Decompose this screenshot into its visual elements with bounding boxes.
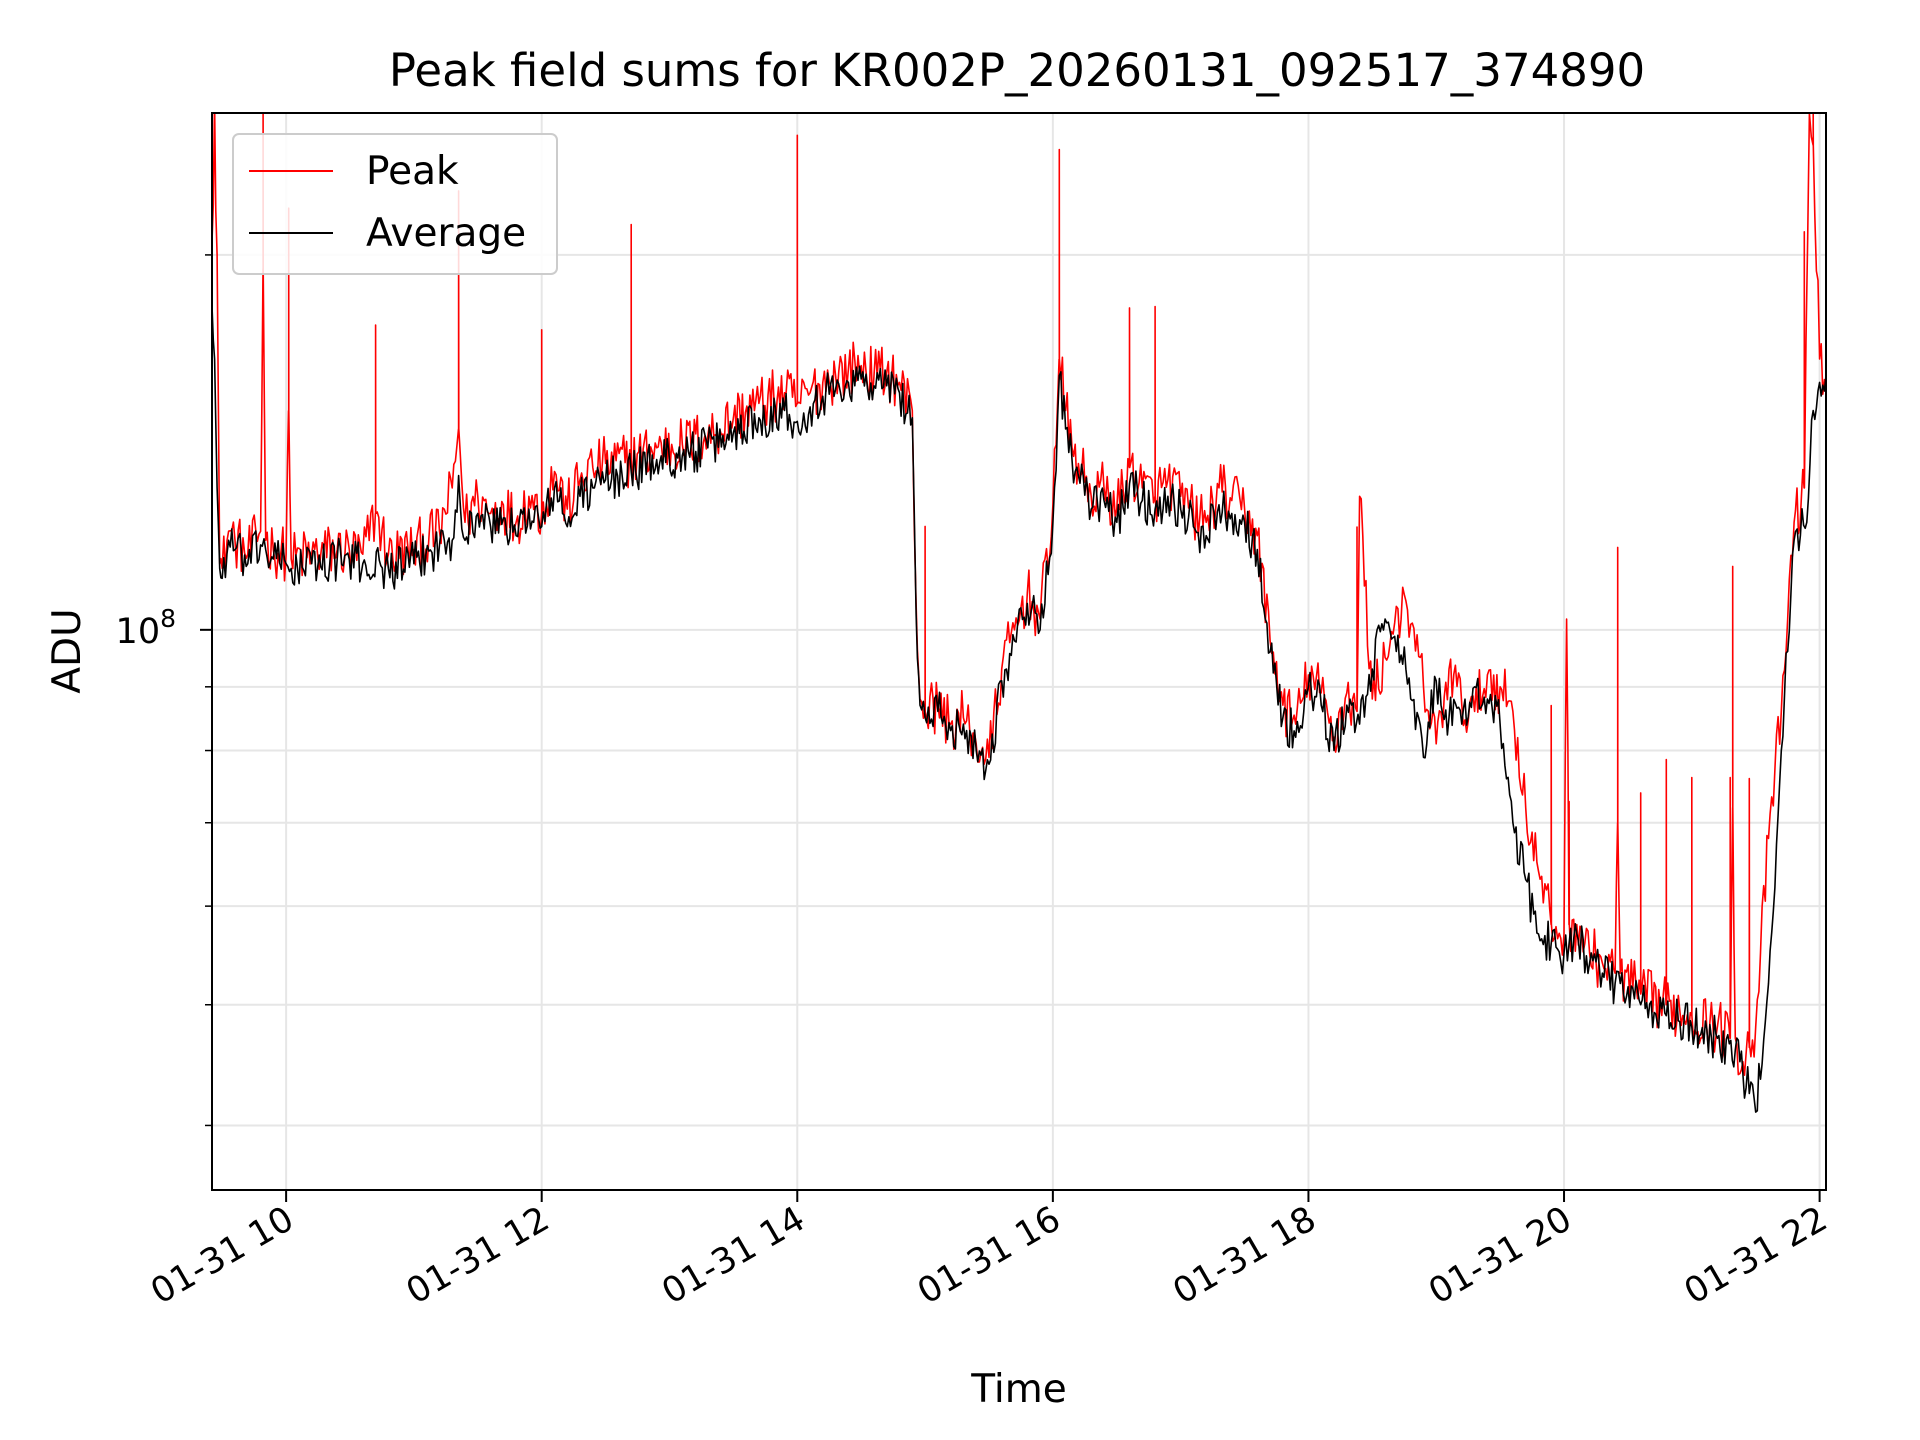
legend-box bbox=[232, 133, 558, 275]
y-tick-label: 108 bbox=[116, 604, 176, 652]
x-axis-label: Time bbox=[970, 1367, 1066, 1412]
series-line-average bbox=[211, 305, 1827, 1113]
legend-average-label: Average bbox=[366, 211, 526, 256]
legend-peak-label: Peak bbox=[366, 149, 459, 194]
chart-title: Peak field sums for KR002P_20260131_0925… bbox=[389, 44, 1645, 97]
y-axis-label: ADU bbox=[45, 608, 90, 693]
series-layer bbox=[211, 112, 1827, 1113]
plot-area-frame bbox=[211, 112, 1827, 1191]
legend: Peak Average bbox=[232, 133, 558, 275]
